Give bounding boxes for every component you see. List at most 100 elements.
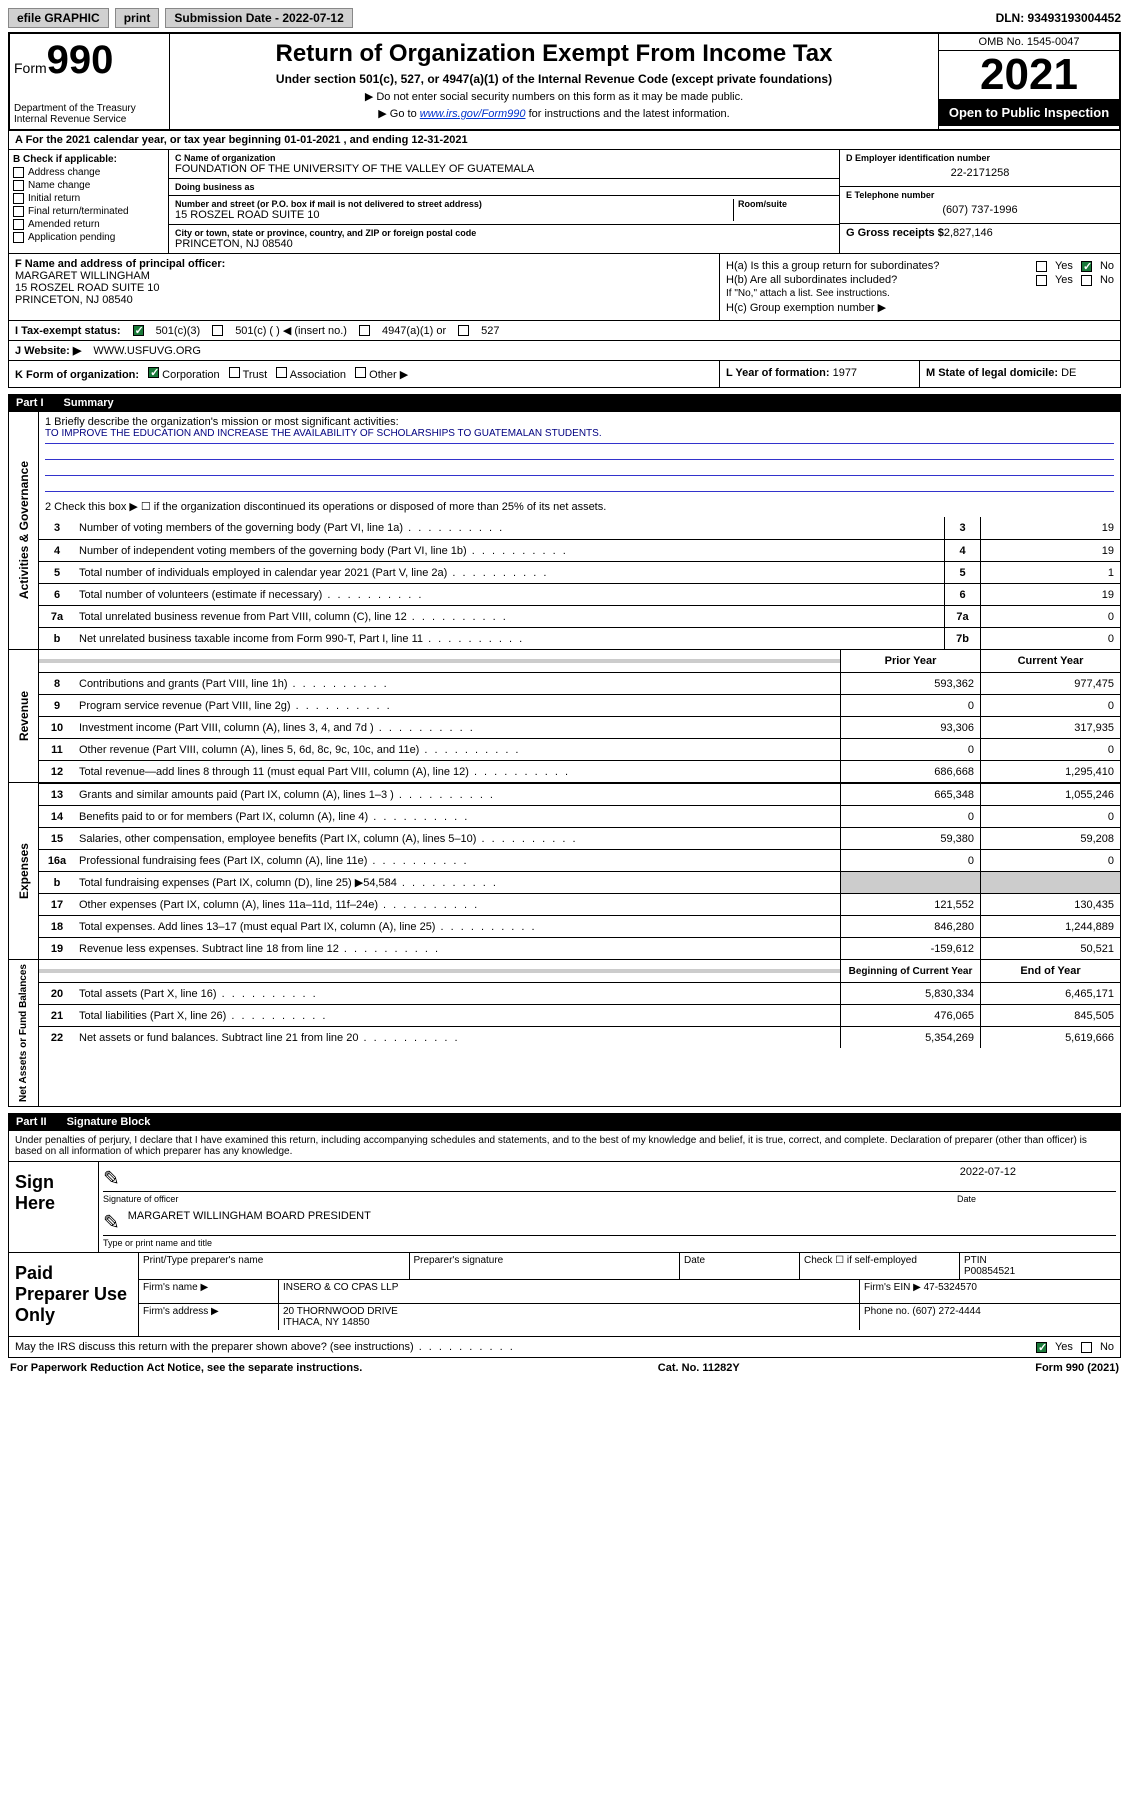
table-row: 6Total number of volunteers (estimate if… (39, 583, 1120, 605)
section-b: B Check if applicable: Address change Na… (9, 150, 169, 253)
table-row: 16aProfessional fundraising fees (Part I… (39, 849, 1120, 871)
checkbox-final-return[interactable] (13, 206, 24, 217)
ein: 22-2171258 (846, 163, 1114, 183)
form-subtitle: Under section 501(c), 527, or 4947(a)(1)… (180, 72, 928, 86)
city-state-zip: PRINCETON, NJ 08540 (175, 238, 833, 250)
paid-preparer-block: Paid Preparer Use Only Print/Type prepar… (8, 1253, 1121, 1337)
table-row: 12Total revenue—add lines 8 through 11 (… (39, 760, 1120, 782)
submission-date: Submission Date - 2022-07-12 (165, 8, 352, 28)
section-h: H(a) Is this a group return for subordin… (720, 254, 1120, 320)
part1-header: Part ISummary (8, 394, 1121, 412)
table-row: 7aTotal unrelated business revenue from … (39, 605, 1120, 627)
section-c: C Name of organization FOUNDATION OF THE… (169, 150, 840, 253)
mission-text: TO IMPROVE THE EDUCATION AND INCREASE TH… (45, 428, 1114, 444)
table-row: 22Net assets or fund balances. Subtract … (39, 1026, 1120, 1048)
tax-year: 2021 (939, 51, 1119, 99)
checkbox-amended[interactable] (13, 219, 24, 230)
checkbox-trust[interactable] (229, 367, 240, 378)
omb-number: OMB No. 1545-0047 (939, 34, 1119, 51)
checkbox-ha-yes[interactable] (1036, 261, 1047, 272)
street-address: 15 ROSZEL ROAD SUITE 10 (175, 209, 733, 221)
row-i: I Tax-exempt status: 501(c)(3) 501(c) ( … (8, 321, 1121, 341)
checkbox-address-change[interactable] (13, 167, 24, 178)
firm-address: 20 THORNWOOD DRIVE (283, 1306, 398, 1317)
table-row: 11Other revenue (Part VIII, column (A), … (39, 738, 1120, 760)
checkbox-association[interactable] (276, 367, 287, 378)
table-row: 9Program service revenue (Part VIII, lin… (39, 694, 1120, 716)
header-left: Form990 Department of the Treasury Inter… (10, 34, 170, 129)
efile-badge: efile GRAPHIC (8, 8, 109, 28)
section-balances: Net Assets or Fund Balances Beginning of… (8, 960, 1121, 1107)
checkbox-other[interactable] (355, 367, 366, 378)
firm-name: INSERO & CO CPAS LLP (279, 1280, 860, 1303)
part2-declaration: Under penalties of perjury, I declare th… (8, 1131, 1121, 1162)
section-f: F Name and address of principal officer:… (9, 254, 720, 320)
part2-header: Part IISignature Block (8, 1113, 1121, 1131)
checkbox-corporation[interactable] (148, 367, 159, 378)
dln: DLN: 93493193004452 (996, 11, 1121, 25)
checkbox-ha-no[interactable] (1081, 261, 1092, 272)
section-revenue: Revenue Prior Year Current Year 8Contrib… (8, 650, 1121, 783)
table-row: 21Total liabilities (Part X, line 26)476… (39, 1004, 1120, 1026)
website: WWW.USFUVG.ORG (93, 345, 201, 357)
checkbox-501c3[interactable] (133, 325, 144, 336)
footer: For Paperwork Reduction Act Notice, see … (8, 1358, 1121, 1378)
pen-icon: ✎ (103, 1210, 120, 1235)
year-formation: 1977 (833, 367, 857, 379)
table-row: 8Contributions and grants (Part VIII, li… (39, 672, 1120, 694)
state-domicile: DE (1061, 367, 1076, 379)
irs-link[interactable]: www.irs.gov/Form990 (420, 108, 526, 120)
form-title: Return of Organization Exempt From Incom… (180, 40, 928, 68)
table-row: 13Grants and similar amounts paid (Part … (39, 783, 1120, 805)
table-row: 18Total expenses. Add lines 13–17 (must … (39, 915, 1120, 937)
table-row: 20Total assets (Part X, line 16)5,830,33… (39, 982, 1120, 1004)
table-row: 14Benefits paid to or for members (Part … (39, 805, 1120, 827)
header-right: OMB No. 1545-0047 2021 Open to Public In… (939, 34, 1119, 129)
table-row: 19Revenue less expenses. Subtract line 1… (39, 937, 1120, 959)
firm-phone: (607) 272-4444 (912, 1306, 980, 1317)
table-row: 3Number of voting members of the governi… (39, 517, 1120, 539)
section-bcd: B Check if applicable: Address change Na… (8, 150, 1121, 254)
header-mid: Return of Organization Exempt From Incom… (170, 34, 939, 129)
table-row: 5Total number of individuals employed in… (39, 561, 1120, 583)
checkbox-hb-no[interactable] (1081, 275, 1092, 286)
officer-signature-name: MARGARET WILLINGHAM BOARD PRESIDENT (128, 1210, 371, 1235)
sign-date: 2022-07-12 (960, 1166, 1116, 1191)
checkbox-name-change[interactable] (13, 180, 24, 191)
department: Department of the Treasury Internal Reve… (14, 103, 165, 125)
row-j: J Website: ▶ WWW.USFUVG.ORG (8, 341, 1121, 361)
form-header: Form990 Department of the Treasury Inter… (8, 32, 1121, 131)
section-d: D Employer identification number 22-2171… (840, 150, 1120, 253)
officer-name: MARGARET WILLINGHAM (15, 270, 150, 282)
checkbox-initial-return[interactable] (13, 193, 24, 204)
table-row: 10Investment income (Part VIII, column (… (39, 716, 1120, 738)
open-public-badge: Open to Public Inspection (939, 99, 1119, 126)
checkbox-discuss-no[interactable] (1081, 1342, 1092, 1353)
ptin: P00854521 (964, 1266, 1015, 1277)
table-row: 17Other expenses (Part IX, column (A), l… (39, 893, 1120, 915)
checkbox-501c[interactable] (212, 325, 223, 336)
checkbox-hb-yes[interactable] (1036, 275, 1047, 286)
pen-icon: ✎ (103, 1166, 120, 1191)
table-row: 15Salaries, other compensation, employee… (39, 827, 1120, 849)
firm-ein: 47-5324570 (924, 1282, 977, 1293)
table-row: bNet unrelated business taxable income f… (39, 627, 1120, 649)
checkbox-4947[interactable] (359, 325, 370, 336)
table-row: 4Number of independent voting members of… (39, 539, 1120, 561)
gross-receipts: 2,827,146 (944, 227, 993, 239)
section-fh: F Name and address of principal officer:… (8, 254, 1121, 321)
checkbox-527[interactable] (458, 325, 469, 336)
sign-block: Sign Here ✎2022-07-12 Signature of offic… (8, 1162, 1121, 1253)
form-prefix: Form (14, 60, 47, 76)
checkbox-discuss-yes[interactable] (1036, 1342, 1047, 1353)
table-row: bTotal fundraising expenses (Part IX, co… (39, 871, 1120, 893)
checkbox-app-pending[interactable] (13, 232, 24, 243)
print-button[interactable]: print (115, 8, 160, 28)
section-governance: Activities & Governance 1 Briefly descri… (8, 412, 1121, 650)
row-a-tax-year: A For the 2021 calendar year, or tax yea… (8, 131, 1121, 150)
form-number: 990 (47, 38, 114, 82)
note-ssn: ▶ Do not enter social security numbers o… (180, 90, 928, 103)
phone: (607) 737-1996 (846, 200, 1114, 220)
row-klm: K Form of organization: Corporation Trus… (8, 361, 1121, 388)
topbar: efile GRAPHIC print Submission Date - 20… (8, 8, 1121, 28)
